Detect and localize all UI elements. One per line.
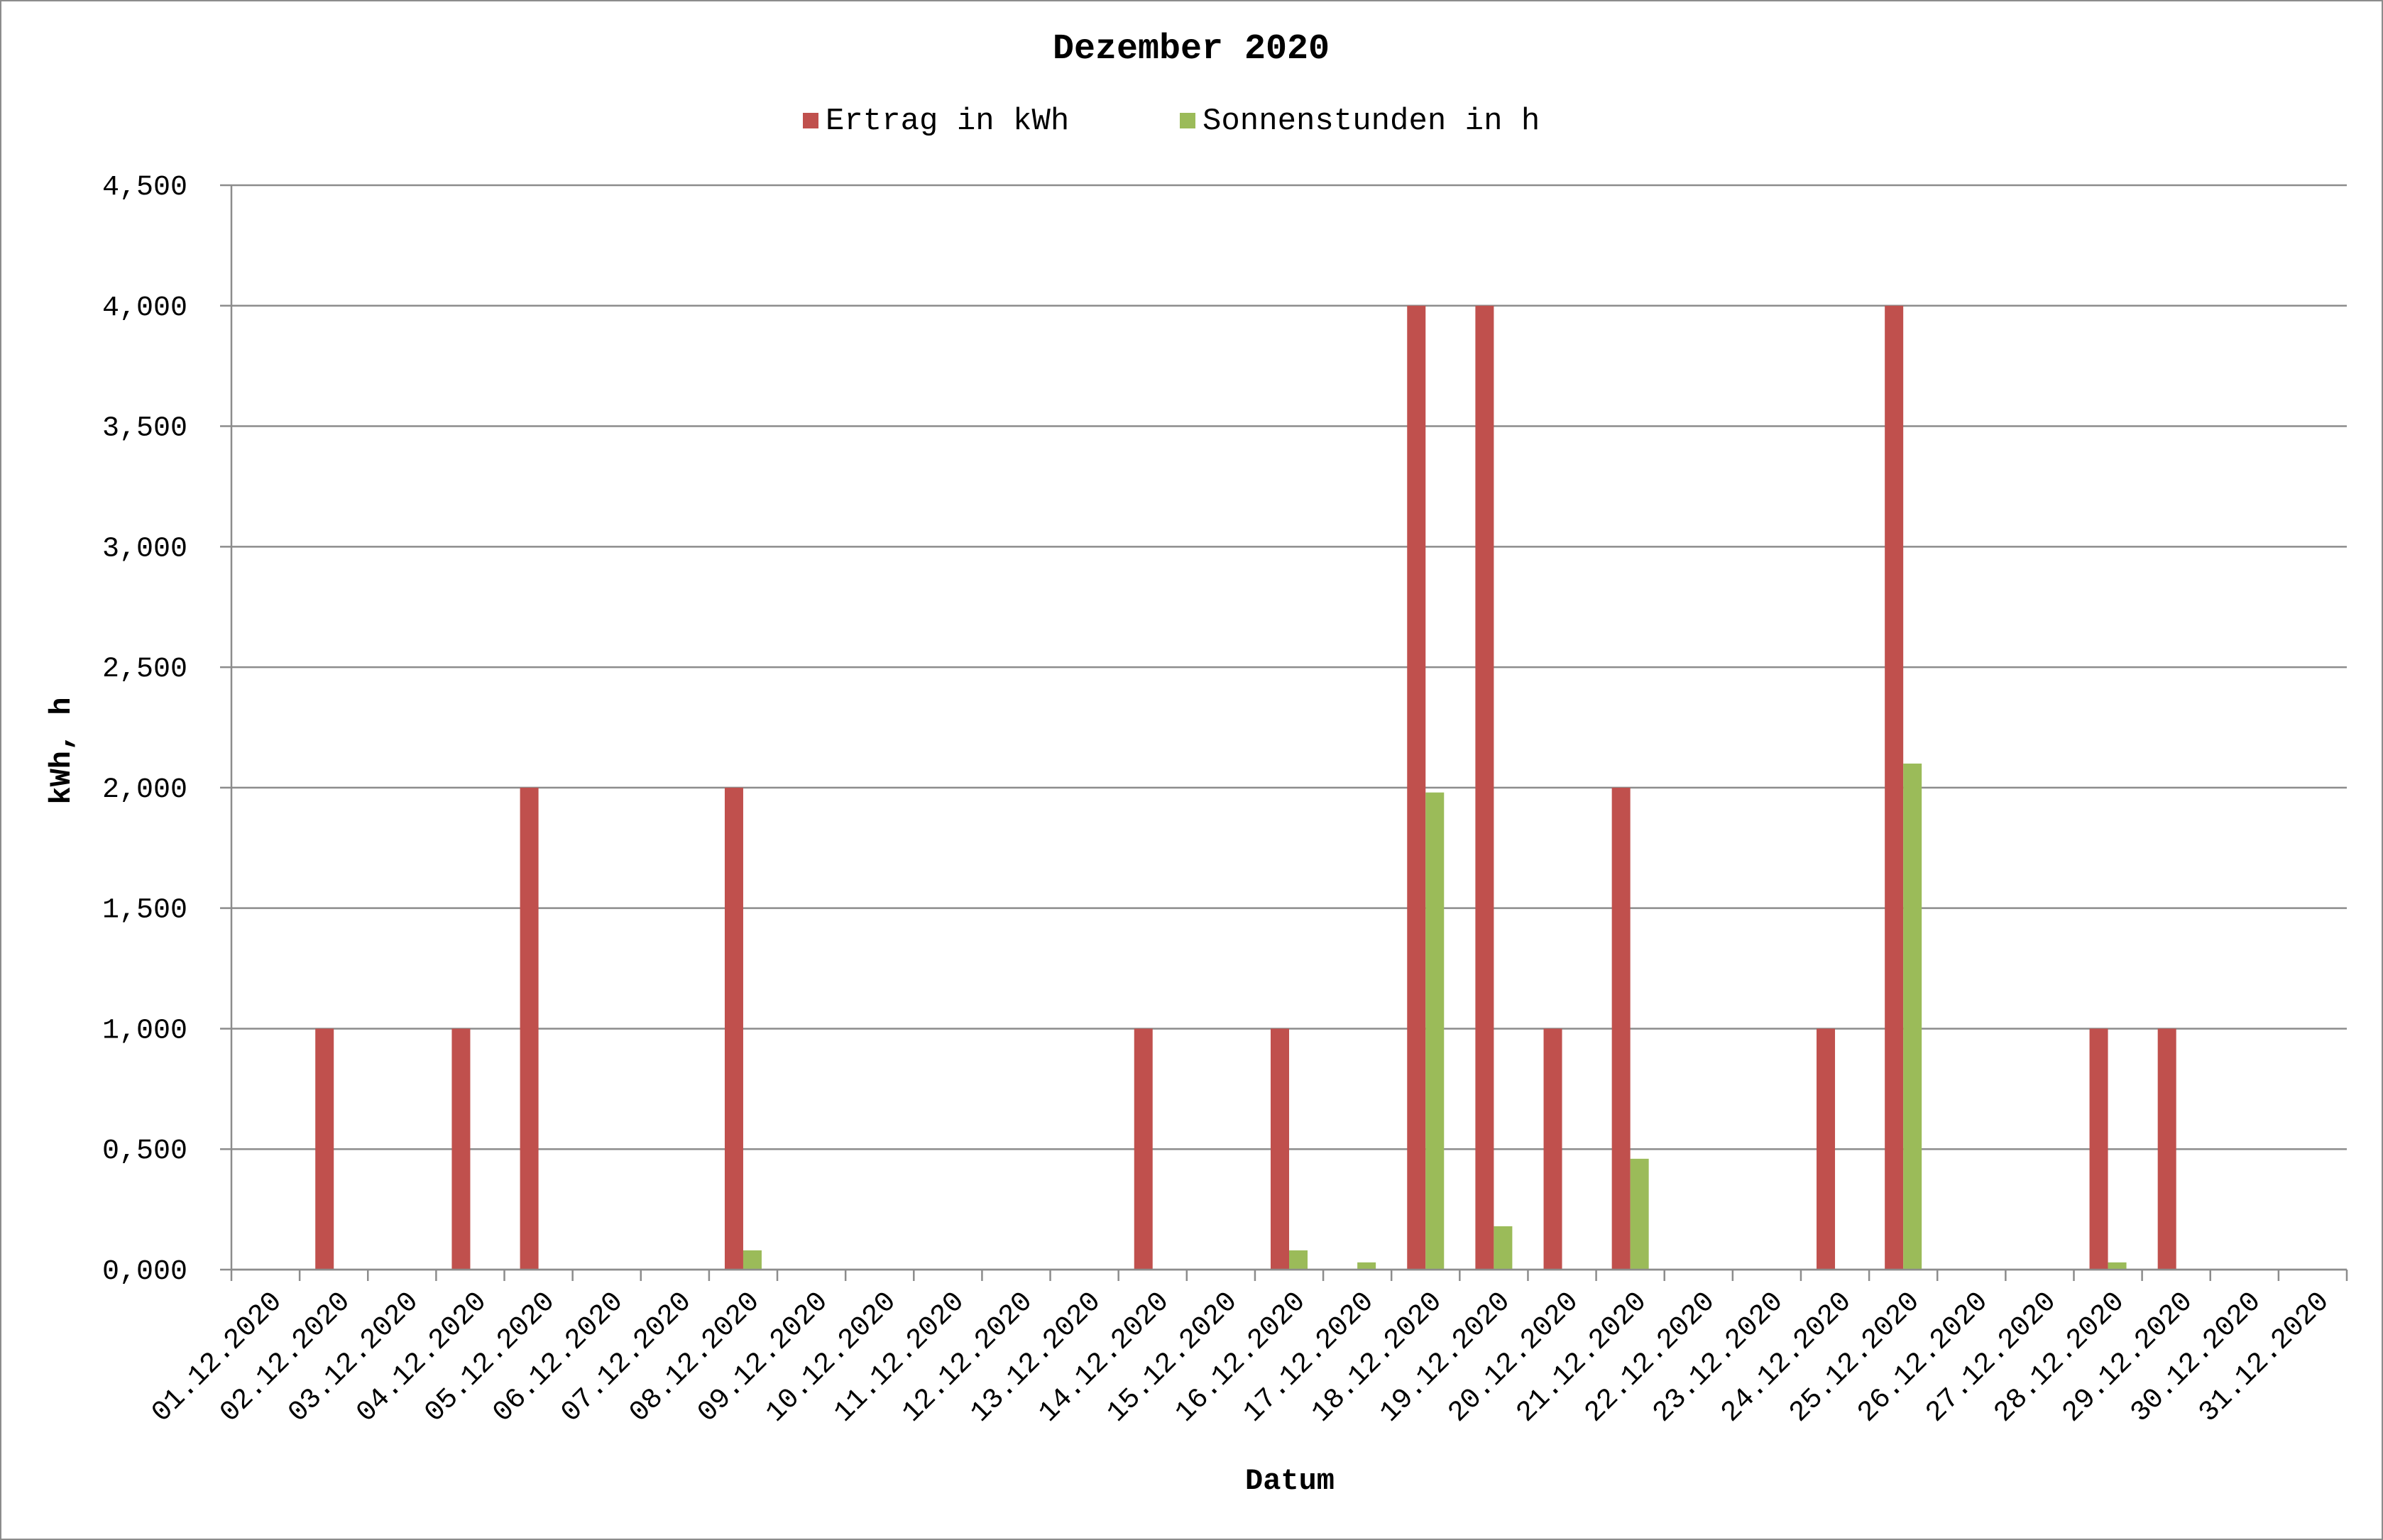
legend-swatch — [803, 113, 818, 128]
y-axis-label: kWh, h — [45, 697, 79, 804]
bar-ertrag-04.12.2020 — [451, 1028, 471, 1270]
y-tick-label: 1,500 — [102, 895, 187, 927]
bar-ertrag-14.12.2020 — [1134, 1028, 1153, 1270]
bar-sonnenstunden-28.12.2020 — [2108, 1262, 2127, 1270]
chart-title: Dezember 2020 — [1053, 29, 1330, 70]
bar-ertrag-05.12.2020 — [520, 787, 539, 1270]
bar-ertrag-29.12.2020 — [2157, 1028, 2176, 1270]
y-tick-label: 3,000 — [102, 533, 187, 565]
y-tick-label: 0,000 — [102, 1256, 187, 1288]
bars — [315, 305, 2176, 1270]
legend-label: Ertrag in kWh — [826, 104, 1069, 139]
y-tick-label: 3,500 — [102, 413, 187, 445]
bar-ertrag-18.12.2020 — [1407, 305, 1426, 1270]
bar-ertrag-16.12.2020 — [1271, 1028, 1289, 1270]
x-axis-label: Datum — [1245, 1464, 1335, 1498]
bar-ertrag-25.12.2020 — [1885, 305, 1904, 1270]
bar-sonnenstunden-17.12.2020 — [1357, 1262, 1376, 1270]
bar-ertrag-20.12.2020 — [1543, 1028, 1562, 1270]
bar-sonnenstunden-16.12.2020 — [1289, 1250, 1308, 1270]
y-tick-label: 1,000 — [102, 1015, 187, 1047]
y-tick-label: 4,500 — [102, 172, 187, 204]
x-axis — [230, 185, 2348, 1281]
y-axis-ticks: 0,000 0,500 1,000 1,500 2,000 2,500 3,000 3,500… — [102, 172, 187, 1288]
legend-swatch — [1180, 113, 1195, 128]
y-tick-label: 0,500 — [102, 1135, 187, 1167]
bar-sonnenstunden-25.12.2020 — [1903, 763, 1922, 1270]
legend: Ertrag in kWh Sonnenstunden in h — [803, 104, 1540, 139]
bar-ertrag-02.12.2020 — [315, 1028, 334, 1270]
bar-sonnenstunden-08.12.2020 — [743, 1250, 762, 1270]
bar-sonnenstunden-21.12.2020 — [1630, 1158, 1649, 1270]
bar-sonnenstunden-19.12.2020 — [1494, 1226, 1513, 1270]
bar-ertrag-08.12.2020 — [724, 787, 743, 1270]
bar-ertrag-21.12.2020 — [1611, 787, 1631, 1270]
y-tick-label: 2,500 — [102, 654, 187, 686]
y-tick-label: 2,000 — [102, 774, 187, 806]
legend-label: Sonnenstunden in h — [1203, 104, 1540, 139]
bar-ertrag-19.12.2020 — [1475, 305, 1494, 1270]
y-tick-label: 4,000 — [102, 292, 187, 324]
bar-sonnenstunden-18.12.2020 — [1425, 792, 1445, 1270]
bar-ertrag-24.12.2020 — [1817, 1028, 1836, 1270]
bar-ertrag-28.12.2020 — [2089, 1028, 2108, 1270]
x-axis-ticks: 01.12.202002.12.202003.12.202004.12.2020… — [146, 1286, 2336, 1429]
